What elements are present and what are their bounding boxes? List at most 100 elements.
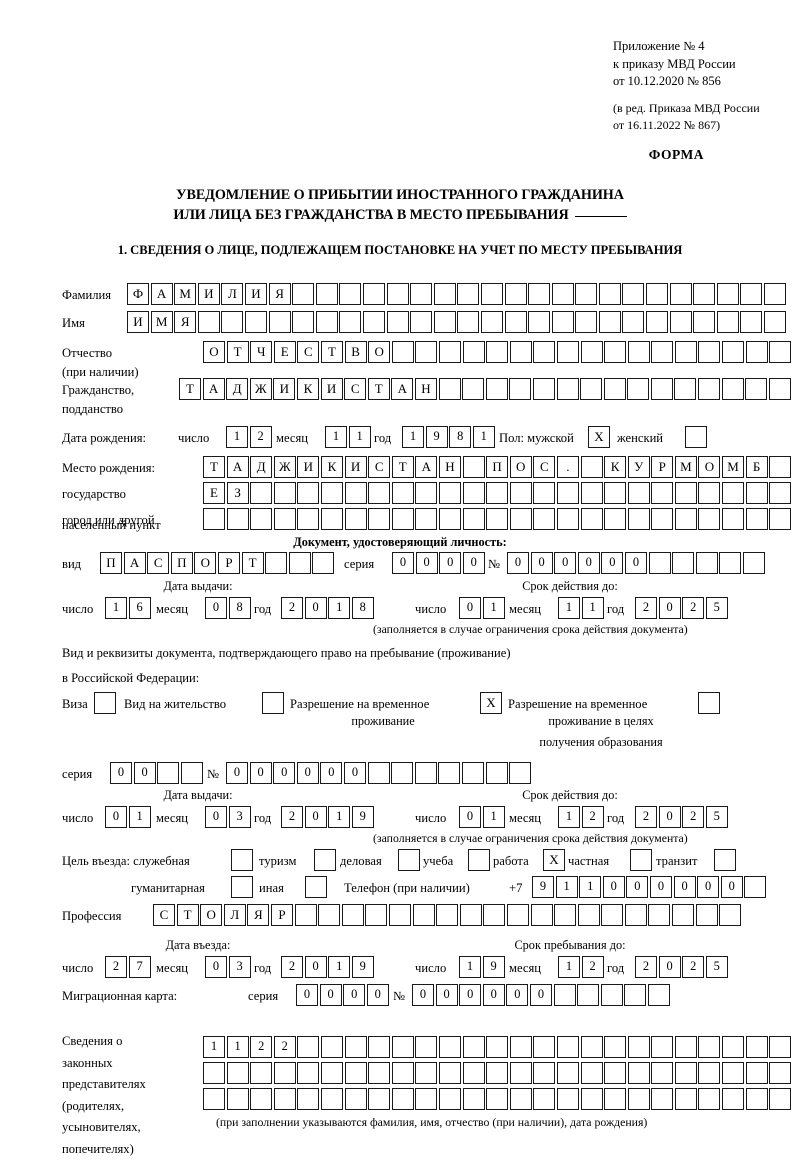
char-cell[interactable] — [250, 482, 273, 504]
char-cell[interactable]: И — [127, 311, 149, 333]
char-cell[interactable] — [764, 311, 787, 333]
legal-rep-row3-cells[interactable] — [203, 1088, 793, 1110]
char-cell[interactable] — [674, 341, 697, 363]
char-cell[interactable]: 0 — [507, 552, 529, 574]
char-cell[interactable] — [344, 1062, 367, 1084]
char-cell[interactable] — [580, 482, 603, 504]
char-cell[interactable] — [604, 508, 627, 530]
char-cell[interactable] — [273, 508, 296, 530]
char-cell[interactable]: 1 — [128, 806, 151, 828]
char-cell[interactable] — [551, 283, 574, 305]
char-cell[interactable] — [504, 283, 527, 305]
char-cell[interactable] — [410, 311, 433, 333]
legal-rep-row2-cells[interactable] — [203, 1062, 793, 1084]
char-cell[interactable] — [769, 482, 792, 504]
char-cell[interactable] — [556, 1036, 579, 1058]
char-cell[interactable]: 9 — [351, 956, 374, 978]
char-cell[interactable] — [273, 482, 296, 504]
char-cell[interactable] — [674, 1088, 697, 1110]
birth-place-row3-cells[interactable] — [203, 508, 793, 530]
char-cell[interactable]: 0 — [482, 984, 505, 1006]
char-cell[interactable]: 0 — [658, 806, 681, 828]
char-cell[interactable]: 0 — [529, 984, 552, 1006]
char-cell[interactable] — [598, 311, 621, 333]
char-cell[interactable] — [226, 1088, 249, 1110]
char-cell[interactable]: 0 — [296, 762, 319, 784]
char-cell[interactable]: . — [556, 456, 579, 478]
char-cell[interactable] — [391, 1062, 414, 1084]
char-cell[interactable] — [486, 1088, 509, 1110]
char-cell[interactable]: 8 — [228, 597, 251, 619]
char-cell[interactable] — [509, 762, 532, 784]
char-cell[interactable] — [647, 984, 670, 1006]
char-cell[interactable]: О — [368, 341, 391, 363]
char-cell[interactable]: 0 — [296, 984, 318, 1006]
char-cell[interactable]: 9 — [425, 426, 448, 448]
char-cell[interactable] — [604, 1036, 627, 1058]
char-cell[interactable] — [556, 1088, 579, 1110]
char-cell[interactable] — [695, 552, 718, 574]
char-cell[interactable]: Я — [174, 311, 197, 333]
char-cell[interactable] — [438, 482, 461, 504]
char-cell[interactable] — [341, 904, 364, 926]
char-cell[interactable] — [250, 1088, 273, 1110]
char-cell[interactable] — [509, 508, 532, 530]
char-cell[interactable]: Л — [223, 904, 246, 926]
purpose-work-checkbox[interactable]: X — [543, 849, 567, 871]
char-cell[interactable] — [533, 1062, 556, 1084]
char-cell[interactable]: С — [147, 552, 170, 574]
char-cell[interactable]: 0 — [105, 806, 127, 828]
char-cell[interactable] — [462, 1062, 485, 1084]
purpose-service-checkbox[interactable] — [231, 849, 255, 871]
char-cell[interactable]: 2 — [682, 806, 705, 828]
char-cell[interactable]: П — [100, 552, 122, 574]
char-cell[interactable]: 1 — [558, 597, 580, 619]
char-cell[interactable] — [556, 508, 579, 530]
char-cell[interactable] — [314, 849, 336, 871]
char-cell[interactable] — [273, 1088, 296, 1110]
char-cell[interactable] — [624, 984, 647, 1006]
char-cell[interactable] — [250, 508, 273, 530]
char-cell[interactable]: 0 — [673, 876, 696, 898]
char-cell[interactable] — [265, 552, 288, 574]
char-cell[interactable]: 2 — [581, 806, 604, 828]
char-cell[interactable] — [745, 341, 768, 363]
char-cell[interactable] — [365, 904, 388, 926]
title-blank-line[interactable] — [574, 216, 627, 217]
char-cell[interactable] — [651, 482, 674, 504]
char-cell[interactable] — [603, 378, 626, 400]
char-cell[interactable]: И — [297, 456, 320, 478]
char-cell[interactable]: О — [200, 904, 223, 926]
char-cell[interactable] — [630, 849, 652, 871]
char-cell[interactable] — [604, 1062, 627, 1084]
char-cell[interactable] — [651, 341, 674, 363]
char-cell[interactable] — [651, 1036, 674, 1058]
char-cell[interactable] — [368, 1036, 391, 1058]
char-cell[interactable] — [674, 482, 697, 504]
char-cell[interactable] — [486, 341, 509, 363]
char-cell[interactable] — [740, 283, 763, 305]
char-cell[interactable] — [769, 1036, 792, 1058]
char-cell[interactable]: 9 — [351, 806, 374, 828]
char-cell[interactable]: П — [486, 456, 509, 478]
char-cell[interactable]: 0 — [658, 956, 681, 978]
char-cell[interactable]: 1 — [348, 426, 371, 448]
char-cell[interactable] — [627, 1062, 650, 1084]
char-cell[interactable]: 3 — [228, 806, 251, 828]
char-cell[interactable] — [528, 311, 551, 333]
temp-residence-checkbox[interactable]: X — [480, 692, 504, 714]
char-cell[interactable] — [339, 311, 362, 333]
char-cell[interactable]: 0 — [530, 552, 553, 574]
char-cell[interactable] — [294, 904, 317, 926]
char-cell[interactable] — [273, 1062, 296, 1084]
char-cell[interactable]: М — [674, 456, 697, 478]
char-cell[interactable]: 0 — [720, 876, 743, 898]
char-cell[interactable] — [722, 341, 745, 363]
char-cell[interactable] — [651, 508, 674, 530]
